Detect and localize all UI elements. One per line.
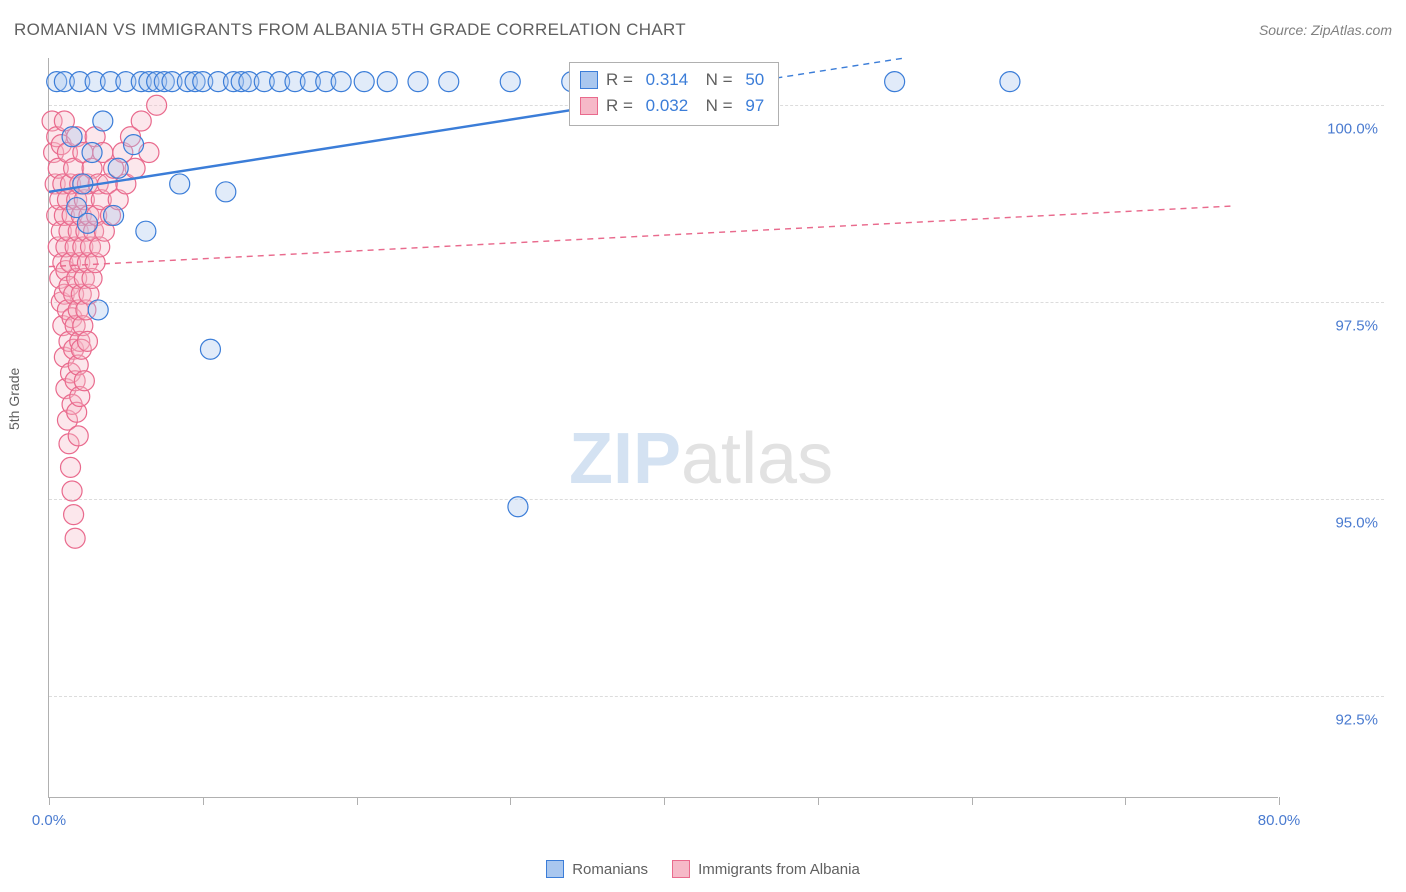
stats-n-pink: 97 [745, 93, 764, 119]
stats-row-blue: R = 0.314 N = 50 [580, 67, 764, 93]
stats-n-blue: 50 [745, 67, 764, 93]
stats-row-pink: R = 0.032 N = 97 [580, 93, 764, 119]
stats-r-label: R = [606, 93, 638, 119]
legend-label-pink: Immigrants from Albania [698, 861, 860, 878]
scatter-overlay [49, 58, 1278, 797]
stats-swatch-pink [580, 97, 598, 115]
stats-swatch-blue [580, 71, 598, 89]
legend-label-blue: Romanians [572, 861, 648, 878]
y-axis-label: 5th Grade [6, 368, 22, 430]
stats-r-pink: 0.032 [646, 93, 689, 119]
x-tick-label: 0.0% [32, 812, 66, 829]
legend-swatch-blue [546, 860, 564, 878]
stats-r-label: R = [606, 67, 638, 93]
chart-title: ROMANIAN VS IMMIGRANTS FROM ALBANIA 5TH … [14, 20, 686, 40]
stats-n-label: N = [696, 67, 737, 93]
bottom-legend: Romanians Immigrants from Albania [0, 860, 1406, 878]
y-tick-label: 100.0% [1327, 121, 1378, 138]
y-tick-label: 97.5% [1335, 318, 1378, 335]
blue-series-points [47, 72, 1020, 517]
pink-series-points [42, 95, 167, 548]
plot-area: ZIPatlas 92.5%95.0%97.5%100.0% 0.0%80.0%… [48, 58, 1278, 798]
source-attribution: Source: ZipAtlas.com [1259, 22, 1392, 38]
stats-n-label: N = [696, 93, 737, 119]
x-tick-label: 80.0% [1258, 812, 1301, 829]
chart-container: ROMANIAN VS IMMIGRANTS FROM ALBANIA 5TH … [0, 0, 1406, 892]
legend-swatch-pink [672, 860, 690, 878]
stats-box: R = 0.314 N = 50 R = 0.032 N = 97 [569, 62, 779, 126]
stats-r-blue: 0.314 [646, 67, 689, 93]
y-tick-label: 95.0% [1335, 514, 1378, 531]
legend-item-albania: Immigrants from Albania [672, 860, 860, 878]
legend-item-romanians: Romanians [546, 860, 648, 878]
y-tick-label: 92.5% [1335, 711, 1378, 728]
